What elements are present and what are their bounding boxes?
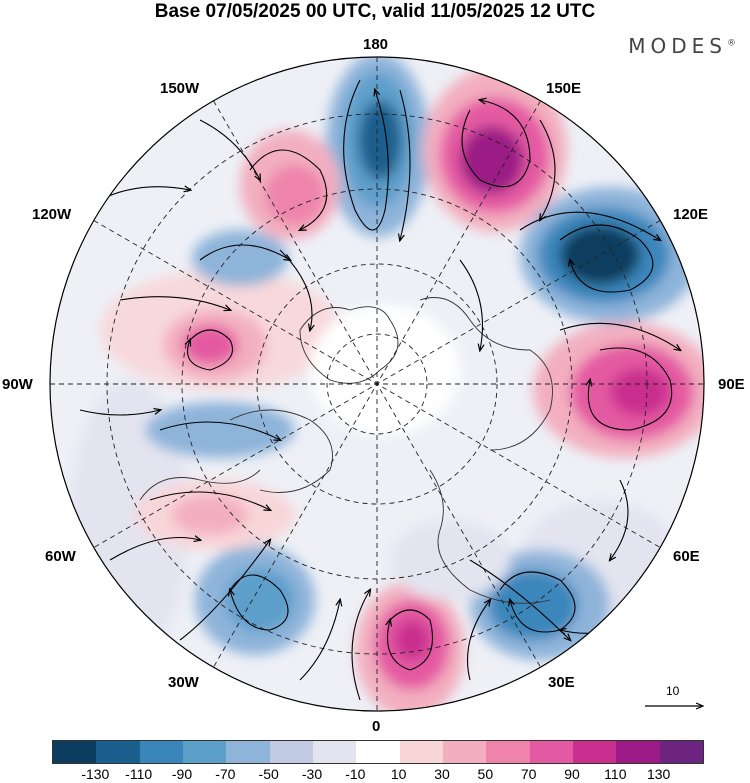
colorbar-tick-label: -90: [171, 766, 193, 782]
colorbar-swatch: [226, 741, 270, 763]
map-title: Base 07/05/2025 00 UTC, valid 11/05/2025…: [154, 1, 596, 22]
colorbar-swatch: [659, 741, 703, 763]
colorbar-tick-label: -70: [215, 766, 236, 782]
colorbar: [52, 740, 704, 764]
colorbar-swatch: [572, 741, 617, 763]
colorbar-swatch: [529, 741, 573, 763]
lon-label-90w: 90W: [2, 376, 33, 393]
colorbar-swatch: [399, 741, 443, 763]
colorbar-tick-label: -130: [81, 766, 110, 782]
modes-logo: MODES®: [628, 34, 736, 58]
logo-text: MODES: [628, 34, 727, 58]
colorbar-tick-label: 50: [477, 766, 494, 782]
colorbar-swatch: [356, 741, 400, 763]
colorbar-tick-label: 110: [604, 766, 627, 782]
registered-mark: ®: [727, 38, 736, 49]
field-layer: [50, 57, 704, 711]
map-boundary: [49, 56, 705, 712]
lon-label-150e: 150E: [546, 80, 582, 97]
colorbar-swatch: [182, 741, 227, 763]
colorbar-tick-label: 130: [646, 766, 671, 782]
colorbar-tick-label: 30: [434, 766, 450, 782]
colorbar-swatch: [269, 741, 313, 763]
lon-label-150w: 150W: [160, 80, 200, 97]
lon-label-60e: 60E: [673, 548, 700, 565]
wind-streamlines: [79, 79, 680, 701]
lon-label-120e: 120E: [673, 206, 709, 223]
reference-vector-label: 10: [666, 684, 680, 698]
colorbar-swatch: [312, 741, 357, 763]
colorbar-tick-label: 70: [520, 766, 537, 782]
colorbar-swatch: [486, 741, 530, 763]
colorbar-tick-label: -10: [345, 766, 366, 782]
lon-label-60w: 60W: [45, 548, 76, 565]
lon-label-30w: 30W: [168, 674, 199, 691]
colorbar-swatch: [616, 741, 660, 763]
graticule: [50, 57, 704, 711]
colorbar-tick-label: -50: [258, 766, 279, 782]
lon-label-120w: 120W: [32, 206, 72, 223]
colorbar-tick-label: 90: [564, 766, 580, 782]
lon-label-90e: 90E: [718, 376, 745, 393]
colorbar-swatch: [96, 741, 140, 763]
colorbar-tick-label: -110: [125, 766, 153, 782]
colorbar-tick-label: -30: [301, 766, 323, 782]
coastlines: [139, 297, 553, 604]
lon-label-30e: 30E: [548, 674, 575, 691]
colorbar-swatch: [53, 741, 97, 763]
colorbar-tick-label: 10: [390, 766, 407, 782]
lon-label-180: 180: [363, 36, 389, 53]
colorbar-swatch: [139, 741, 183, 763]
colorbar-swatch: [442, 741, 487, 763]
lon-label-0: 0: [372, 718, 381, 735]
